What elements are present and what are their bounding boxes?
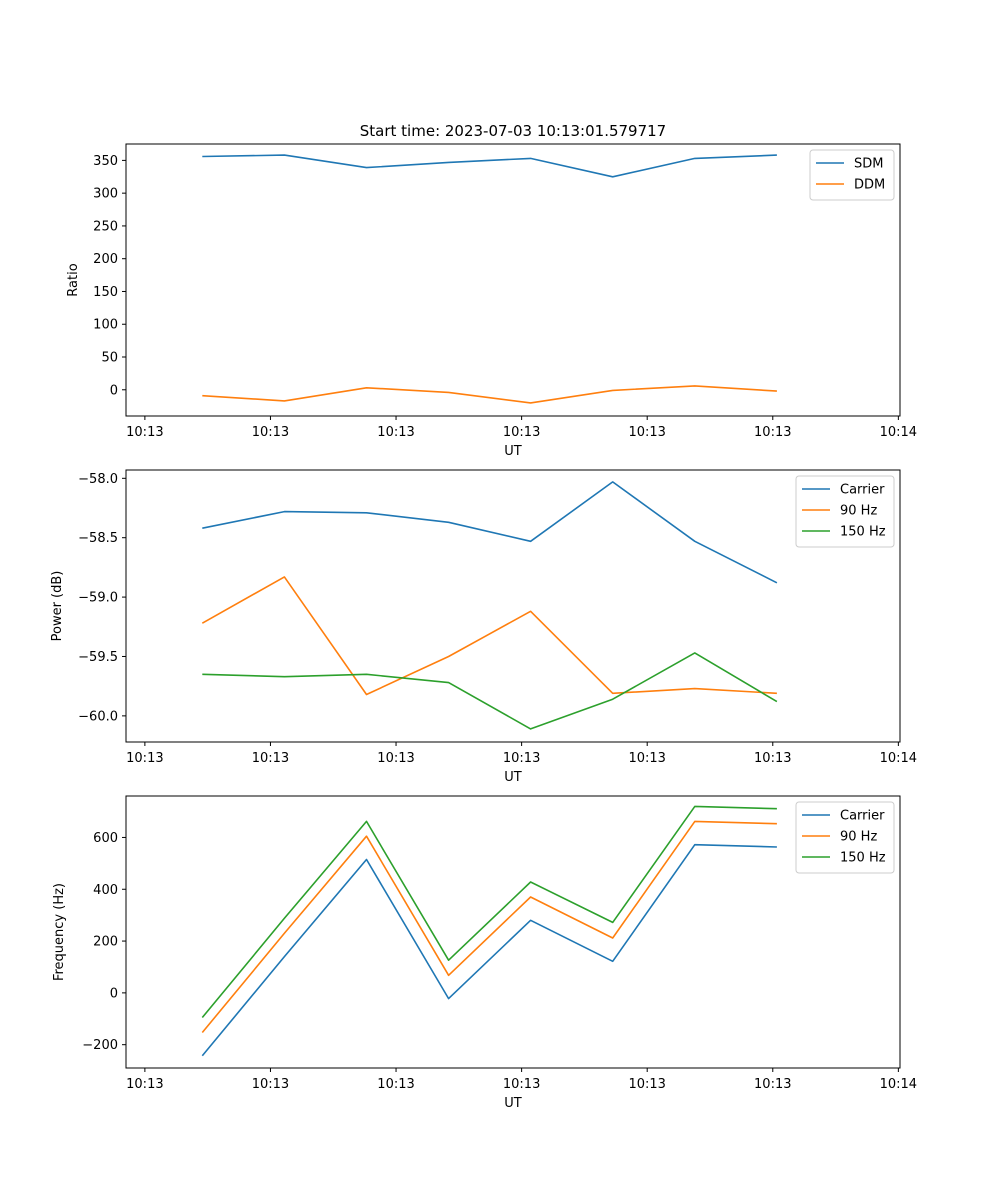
y-tick-label: −200 [82,1038,118,1053]
y-tick-label: −58.5 [78,531,118,546]
y-tick-label: 600 [93,831,118,846]
x-tick-label: 10:13 [252,1077,289,1092]
legend-label: SDM [854,157,883,172]
series-line-sdm [202,154,777,178]
x-tick-label: 10:13 [126,751,163,766]
x-tick-label: 10:13 [252,425,289,440]
axes-frame [125,143,901,417]
series-line-90-hz [201,820,777,1034]
x-tick-label: 10:13 [126,425,163,440]
legend-label: Carrier [840,483,885,498]
x-tick-label: 10:13 [377,751,414,766]
legend-label: 150 Hz [840,525,886,540]
x-tick-label: 10:13 [754,425,791,440]
legend-label: Carrier [840,809,885,824]
y-tick-label: 0 [110,986,118,1001]
x-tick-label: 10:13 [503,1077,540,1092]
axes-panel-3: 10:13 10:13 10:13 10:13 10:13 10:13 10:14 UT −20… [52,795,917,1111]
legend: SDM DDM [809,149,895,201]
x-tick-label: 10:14 [880,425,917,440]
legend-label: 90 Hz [840,830,877,845]
x-tick-label: 10:13 [126,1077,163,1092]
x-tick-label: 10:13 [503,425,540,440]
x-tick-label: 10:13 [754,1077,791,1092]
y-axis-label: Frequency (Hz) [52,883,67,981]
axes-frame [125,795,901,1069]
y-tick-label: −60.0 [78,709,118,724]
series-line-150-hz [202,652,778,730]
legend-label: 90 Hz [840,504,877,519]
y-tick-label: −59.0 [78,591,118,606]
y-tick-label: 100 [93,318,118,333]
y-tick-label: 200 [93,252,118,267]
legend-frame [795,801,895,874]
axes-panel-1: Start time: 2023-07-03 10:13:01.579717 10… [66,122,917,459]
x-tick-label: 10:13 [628,751,665,766]
chart-title: Start time: 2023-07-03 10:13:01.579717 [360,122,666,140]
series-line-ddm [202,385,777,404]
series-line-150-hz [201,805,777,1019]
series-line-carrier [201,843,777,1057]
y-axis-label: Power (dB) [50,571,65,642]
y-tick-label: 150 [93,285,118,300]
x-tick-label: 10:14 [880,751,917,766]
y-tick-label: 50 [101,351,118,366]
legend: Carrier 90 Hz 150 Hz [795,475,895,548]
series-line-90-hz [201,576,777,696]
y-axis-label: Ratio [66,263,81,296]
y-tick-label: 0 [110,383,118,398]
x-tick-label: 10:13 [252,751,289,766]
y-tick-label: 200 [93,935,118,950]
y-tick-label: 350 [93,154,118,169]
x-axis-label: UT [504,770,522,785]
x-axis-label: UT [504,444,522,459]
legend: Carrier 90 Hz 150 Hz [795,801,895,874]
y-tick-label: 250 [93,219,118,234]
y-tick-label: 300 [93,187,118,202]
legend-label: DDM [854,178,885,193]
y-tick-label: 400 [93,883,118,898]
legend-label: 150 Hz [840,851,886,866]
legend-frame [795,475,895,548]
y-tick-label: −59.5 [78,650,118,665]
x-tick-label: 10:13 [628,425,665,440]
x-tick-label: 10:13 [628,1077,665,1092]
x-tick-label: 10:13 [377,425,414,440]
x-tick-label: 10:13 [377,1077,414,1092]
x-axis-label: UT [504,1096,522,1111]
axes-frame [125,469,901,743]
y-tick-label: −58.0 [78,472,118,487]
x-tick-label: 10:13 [503,751,540,766]
x-tick-label: 10:14 [880,1077,917,1092]
series-line-carrier [202,481,778,584]
axes-panel-2: 10:13 10:13 10:13 10:13 10:13 10:13 10:14 UT −60… [50,469,917,785]
x-tick-label: 10:13 [754,751,791,766]
